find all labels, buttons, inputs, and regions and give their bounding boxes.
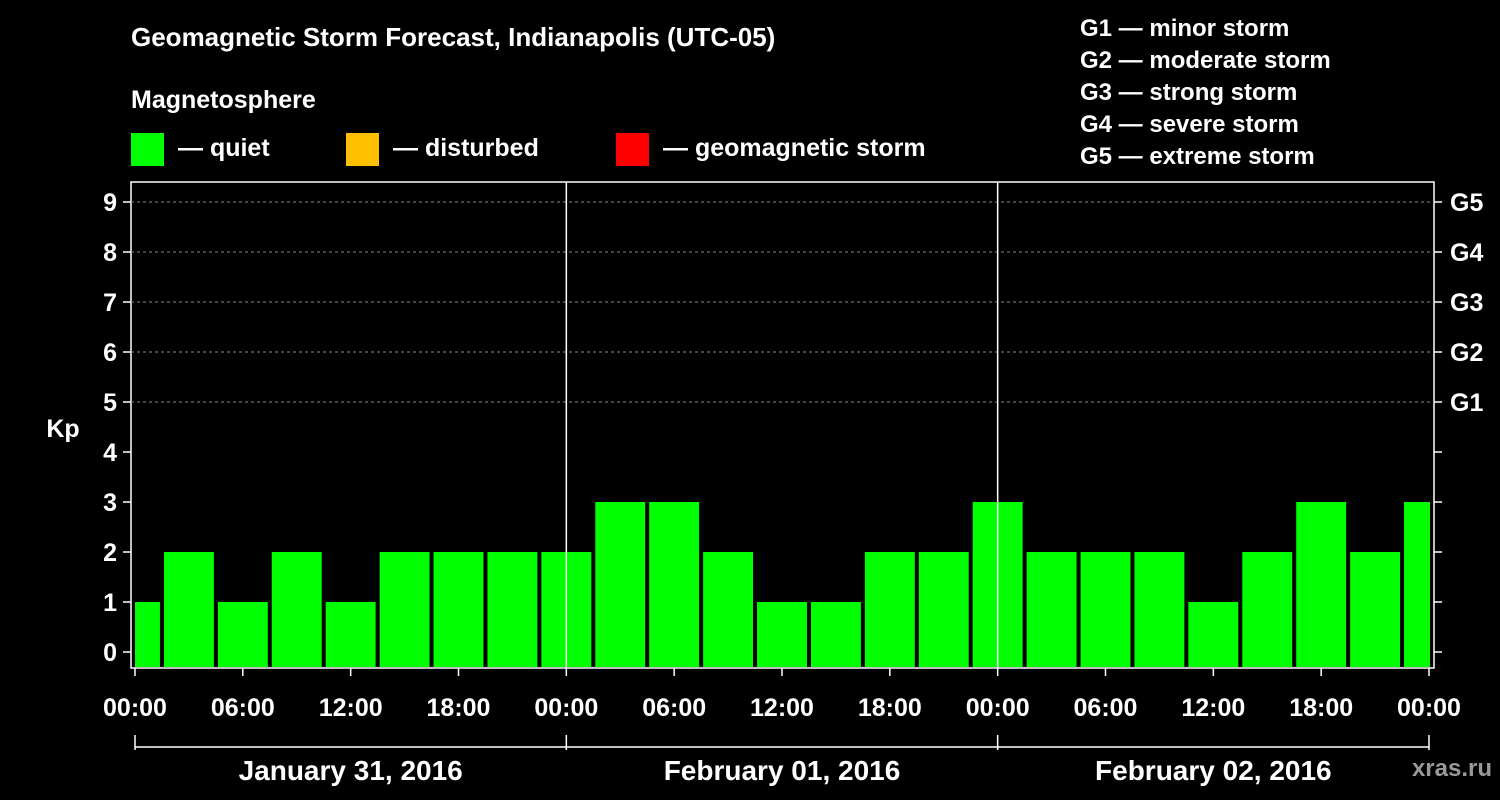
date-label: February 02, 2016 — [1095, 755, 1332, 786]
y-tick-label: 7 — [103, 289, 117, 317]
kp-bar — [1080, 552, 1131, 667]
x-tick-label: 06:00 — [1074, 694, 1138, 722]
x-tick-label: 12:00 — [1181, 694, 1245, 722]
kp-bar — [135, 602, 160, 667]
kp-bar — [810, 602, 861, 667]
kp-bar — [1350, 552, 1401, 667]
kp-bar — [864, 552, 915, 667]
kp-bar — [163, 552, 214, 667]
y-tick-label: 3 — [103, 489, 117, 517]
kp-bar — [271, 552, 322, 667]
kp-bar — [1188, 602, 1239, 667]
y2-tick-label: G3 — [1450, 289, 1483, 317]
x-tick-label: 12:00 — [750, 694, 814, 722]
y-tick-label: 9 — [103, 189, 117, 217]
plot-frame — [130, 181, 1435, 669]
kp-bar — [1404, 502, 1430, 667]
x-tick-label: 06:00 — [211, 694, 275, 722]
y2-tick-label: G1 — [1450, 389, 1483, 417]
magnetosphere-title: Magnetosphere — [131, 86, 316, 114]
y-tick-label: 8 — [103, 239, 117, 267]
kp-bar — [703, 552, 754, 667]
x-tick-label: 00:00 — [1397, 694, 1461, 722]
storm-scale-g2: G2 — moderate storm — [1080, 47, 1331, 74]
legend-swatch-quiet — [131, 133, 164, 166]
date-label: January 31, 2016 — [239, 755, 463, 786]
x-tick-label: 06:00 — [642, 694, 706, 722]
chart-title: Geomagnetic Storm Forecast, Indianapolis… — [131, 22, 776, 52]
y2-tick-label: G5 — [1450, 189, 1483, 217]
y-tick-label: 4 — [103, 439, 117, 467]
storm-scale-g1: G1 — minor storm — [1080, 15, 1290, 42]
x-tick-label: 18:00 — [427, 694, 491, 722]
kp-bar — [757, 602, 807, 667]
y-tick-label: 5 — [103, 389, 117, 417]
y-tick-label: 6 — [103, 339, 117, 367]
x-tick-label: 18:00 — [858, 694, 922, 722]
y-axis-label: Kp — [46, 415, 79, 443]
legend-label-storm: — geomagnetic storm — [663, 134, 926, 162]
date-label: February 01, 2016 — [664, 755, 901, 786]
y2-tick-label: G2 — [1450, 339, 1483, 367]
x-tick-label: 18:00 — [1289, 694, 1353, 722]
kp-bar — [1296, 502, 1347, 667]
kp-bar — [325, 602, 376, 667]
kp-bar — [379, 552, 430, 667]
legend-swatch-disturbed — [346, 133, 379, 166]
kp-bar — [217, 602, 268, 667]
kp-bar — [433, 552, 484, 667]
watermark: xras.ru — [1411, 755, 1492, 782]
kp-bar — [918, 552, 969, 667]
legend-swatch-storm — [616, 133, 649, 166]
x-tick-label: 00:00 — [966, 694, 1030, 722]
kp-bar — [487, 552, 538, 667]
kp-bar — [1242, 552, 1293, 667]
x-tick-label: 00:00 — [534, 694, 598, 722]
storm-scale-g5: G5 — extreme storm — [1080, 143, 1315, 170]
y2-tick-label: G4 — [1450, 239, 1483, 267]
y-tick-label: 2 — [103, 539, 117, 567]
kp-bar — [1134, 552, 1185, 667]
legend-label-disturbed: — disturbed — [393, 134, 539, 162]
x-tick-label: 12:00 — [319, 694, 383, 722]
legend-label-quiet: — quiet — [178, 134, 270, 162]
y-tick-label: 1 — [103, 589, 117, 617]
storm-scale-g4: G4 — severe storm — [1080, 111, 1299, 138]
kp-bar — [595, 502, 646, 667]
storm-scale-g3: G3 — strong storm — [1080, 79, 1298, 106]
kp-bar — [1026, 552, 1077, 667]
kp-bar — [649, 502, 700, 667]
y-tick-label: 0 — [103, 639, 117, 667]
x-tick-label: 00:00 — [103, 694, 167, 722]
